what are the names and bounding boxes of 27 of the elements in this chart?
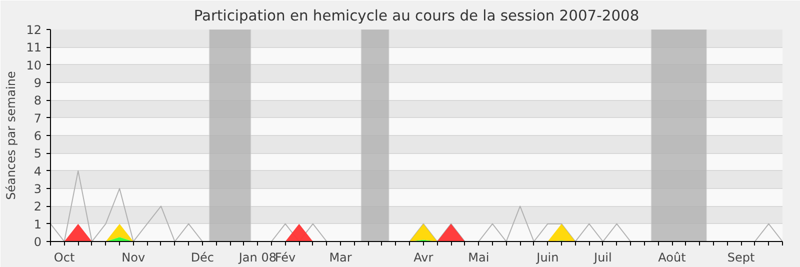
y-tick-label: 12 xyxy=(26,23,42,37)
y-tick-label: 1 xyxy=(34,217,42,232)
y-tick-label: 2 xyxy=(34,200,42,214)
x-tick-label: Mar xyxy=(329,250,352,264)
y-tick-label: 4 xyxy=(34,164,42,178)
x-tick-label: Déc xyxy=(190,250,214,264)
x-tick-label: Fév xyxy=(274,250,296,264)
x-tick-label: Avr xyxy=(414,250,434,264)
x-tick-label: Juil xyxy=(593,250,612,264)
y-tick-label: 11 xyxy=(26,40,42,55)
y-tick-label: 5 xyxy=(34,146,42,161)
x-tick-label: Oct xyxy=(54,250,75,264)
x-tick-label: Jan 08 xyxy=(238,250,276,264)
chart-title: Participation en hemicycle au cours de la session 2007-2008 xyxy=(194,8,640,24)
x-tick-label: Sept xyxy=(727,250,756,264)
y-tick-label: 0 xyxy=(34,235,42,249)
y-tick-label: 9 xyxy=(34,76,42,90)
y-tick-label: 3 xyxy=(34,182,42,196)
x-tick-label: Août xyxy=(658,250,686,264)
x-tick-label: Mai xyxy=(468,250,490,264)
y-tick-label: 8 xyxy=(34,94,42,108)
x-tick-label: Nov xyxy=(122,250,146,264)
x-tick-label: Juin xyxy=(536,250,559,264)
y-tick-label: 10 xyxy=(26,58,42,72)
y-tick-label: 7 xyxy=(34,111,42,126)
y-tick-label: 6 xyxy=(34,129,42,143)
y-axis-title: Séances par semaine xyxy=(4,71,18,200)
